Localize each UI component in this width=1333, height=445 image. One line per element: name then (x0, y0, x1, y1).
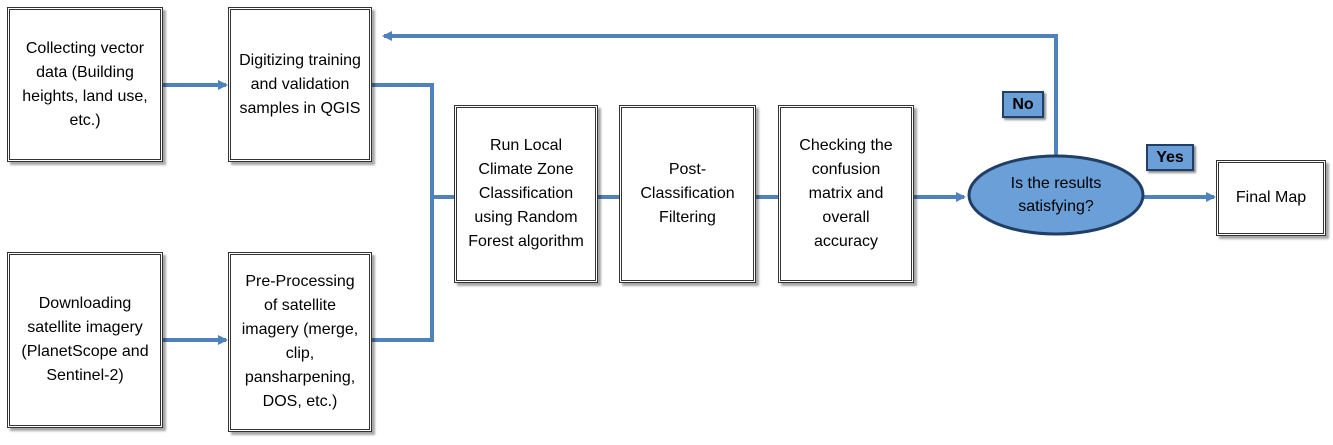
decision-shape (967, 154, 1145, 236)
preprocess-imagery-box: Pre-Processing of satellite imagery (mer… (228, 252, 372, 432)
feedback-loop-no (382, 31, 1058, 156)
collect-vector-data-box: Collecting vector data (Building heights… (7, 7, 163, 162)
collect-vector-data-text: Collecting vector data (Building heights… (22, 39, 148, 129)
yes-label: Yes (1146, 144, 1194, 171)
preprocess-imagery-text: Pre-Processing of satellite imagery (mer… (241, 273, 359, 410)
classification-box: Run Local Climate Zone Classification us… (454, 105, 598, 283)
accuracy-check-box: Checking the confusion matrix and overal… (778, 105, 914, 283)
download-imagery-box: Downloading satellite imagery (PlanetSco… (7, 252, 163, 428)
classification-text: Run Local Climate Zone Classification us… (468, 137, 584, 250)
post-filtering-text: Post-Classification Filtering (640, 161, 735, 226)
connector-digitize-to-merge (372, 83, 434, 197)
final-map-box: Final Map (1216, 160, 1326, 236)
download-imagery-text: Downloading satellite imagery (PlanetSco… (21, 295, 149, 384)
digitize-samples-text: Digitizing training and validation sampl… (239, 51, 361, 117)
decision-node: Is the results satisfying? (976, 160, 1136, 230)
digitize-samples-box: Digitizing training and validation sampl… (228, 7, 372, 162)
connector-preprocess-to-merge (372, 197, 434, 342)
no-label: No (1002, 91, 1044, 118)
post-filtering-box: Post-Classification Filtering (619, 105, 756, 283)
decision-text: Is the results satisfying? (1010, 175, 1102, 215)
final-map-text: Final Map (1235, 189, 1307, 206)
accuracy-check-text: Checking the confusion matrix and overal… (799, 137, 893, 250)
